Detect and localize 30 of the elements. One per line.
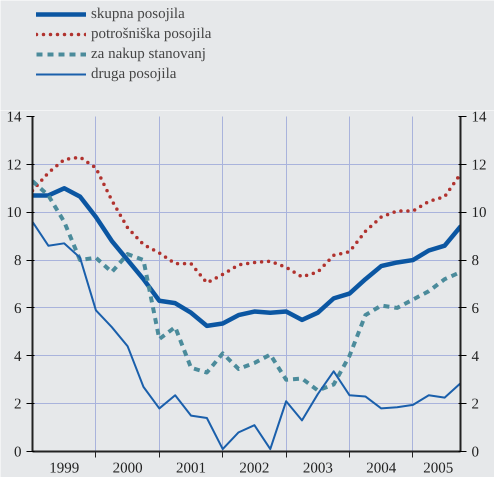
line-series (32, 186, 460, 328)
y-tick-label: 0 (14, 444, 22, 460)
line-series (32, 179, 460, 392)
y2-tick-label: 12 (472, 157, 486, 174)
y-tick-label: 8 (14, 253, 22, 270)
y2-tick-label: 10 (472, 205, 486, 222)
y-tick-label: 6 (14, 300, 22, 317)
x-tick-label: 2005 (423, 460, 454, 476)
y2-tick-label: 2 (472, 396, 479, 413)
y-tick-label: 14 (6, 110, 22, 126)
line-series (32, 155, 460, 285)
legend-label: skupna posojila (91, 6, 185, 22)
x-tick-label: 1999 (49, 460, 80, 476)
y2-tick-label: 14 (472, 110, 487, 126)
legend-label: potrošniška posojila (91, 26, 212, 42)
x-tick-label: 2002 (239, 460, 270, 476)
x-tick-label: 2004 (366, 460, 397, 476)
y2-tick-label: 0 (472, 444, 479, 460)
x-tick-label: 2000 (112, 460, 143, 476)
y-tick-label: 4 (14, 348, 22, 365)
legend-label: za nakup stanovanj (91, 46, 206, 62)
y2-tick-label: 8 (472, 253, 479, 270)
y-tick-label: 10 (6, 205, 22, 222)
y2-tick-label: 4 (472, 348, 480, 365)
y2-tick-label: 6 (472, 300, 480, 317)
legend-label: druga posojila (91, 66, 176, 82)
y-tick-label: 12 (6, 157, 22, 174)
y-tick-label: 2 (14, 396, 22, 413)
x-tick-label: 2003 (302, 460, 333, 476)
x-tick-label: 2001 (176, 460, 206, 476)
